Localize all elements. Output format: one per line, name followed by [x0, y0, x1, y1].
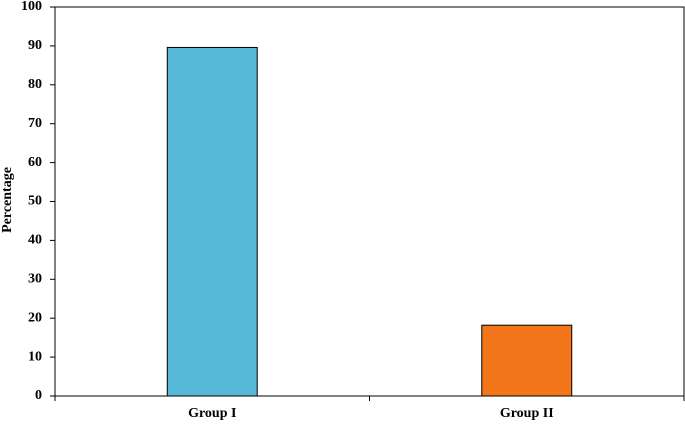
y-tick-label: 60 — [28, 155, 42, 170]
y-axis-label: Percentage — [0, 167, 15, 233]
bar — [481, 324, 573, 397]
y-tick-label: 30 — [28, 272, 42, 287]
x-tick-label: Group I — [188, 406, 236, 421]
y-tick-label: 70 — [28, 116, 42, 131]
y-tick-label: 10 — [28, 349, 42, 364]
y-tick-label: 0 — [35, 388, 42, 403]
plot-frame — [54, 6, 685, 397]
y-tick-label: 50 — [28, 194, 42, 209]
y-tick-label: 90 — [28, 38, 42, 53]
x-tick-label: Group II — [500, 406, 554, 421]
y-tick-label: 20 — [28, 310, 42, 325]
y-tick-label: 100 — [21, 0, 42, 14]
y-tick-label: 80 — [28, 77, 42, 92]
bar — [166, 46, 258, 397]
y-tick-label: 40 — [28, 233, 42, 248]
